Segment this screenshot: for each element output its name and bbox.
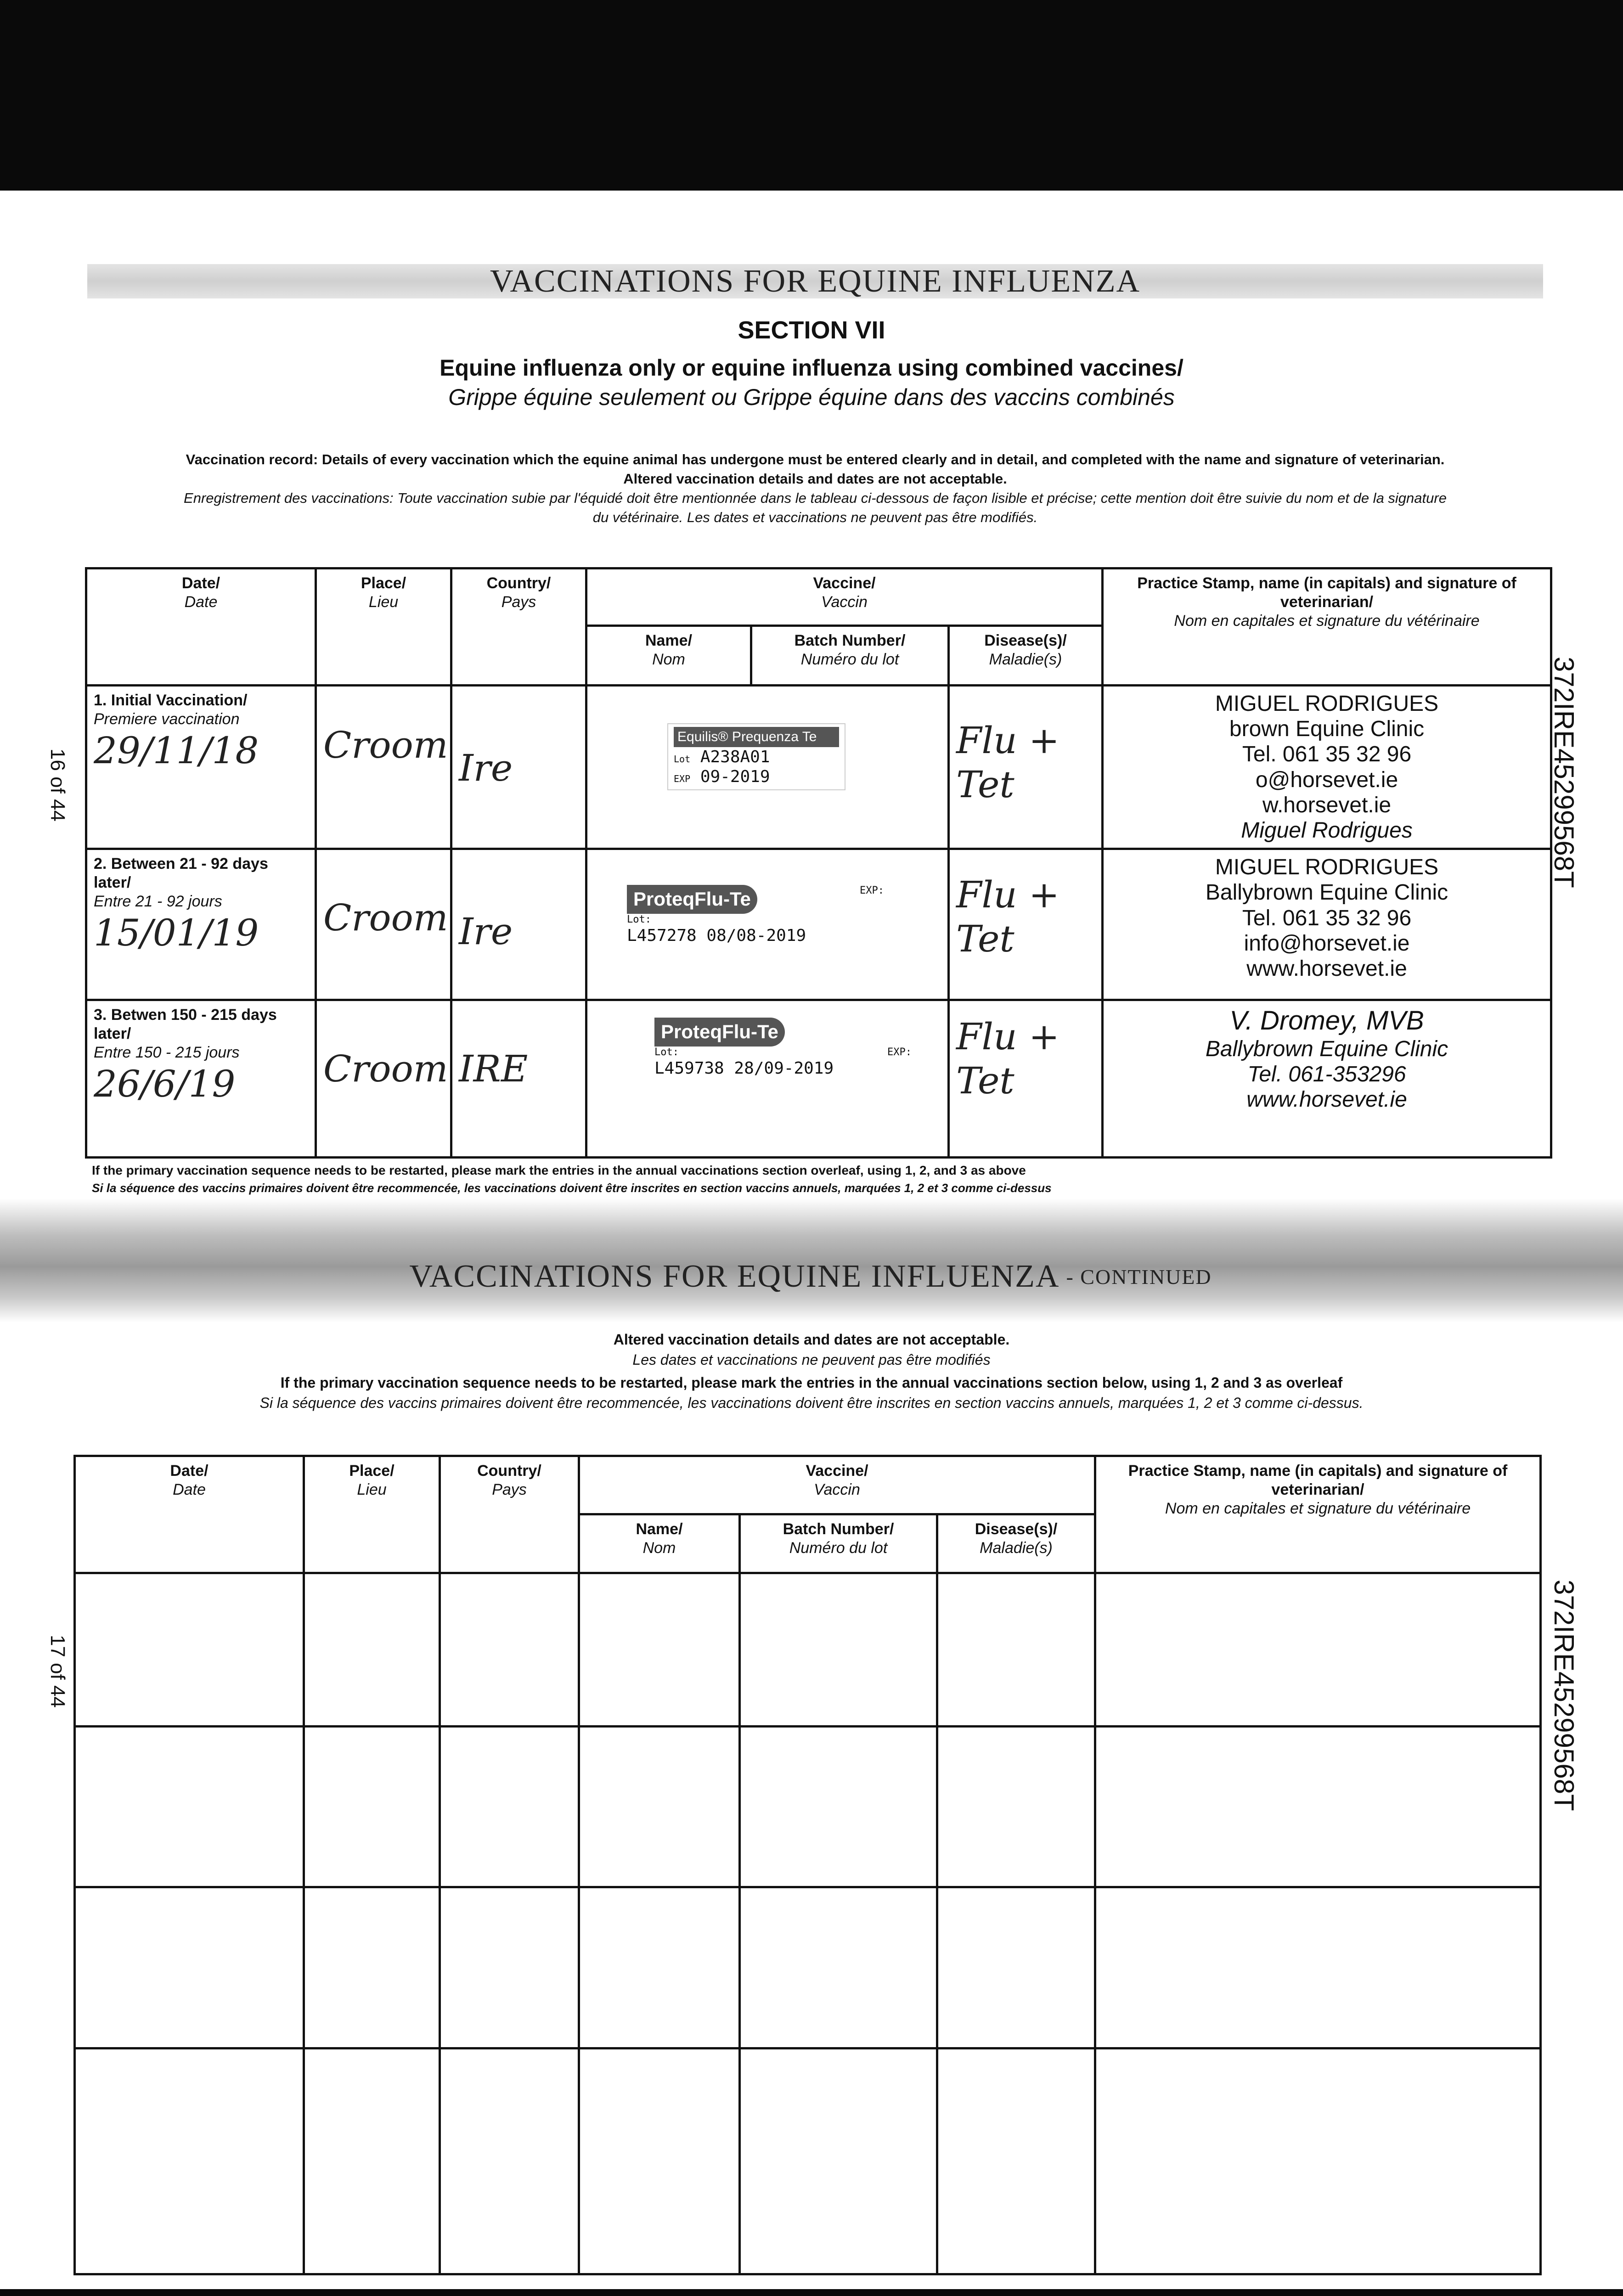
header-place: Place/Lieu: [303, 1455, 441, 1574]
country-cell: Ire: [450, 848, 587, 1002]
instructions-en-1: Vaccination record: Details of every vac…: [186, 451, 1445, 467]
instructions-fr-2: du vétérinaire. Les dates et vaccination…: [592, 509, 1038, 525]
country-cell: IRE: [450, 999, 587, 1159]
page2-instructions: Altered vaccination details and dates ar…: [0, 1329, 1623, 1413]
country-cell: Ire: [450, 684, 587, 850]
page2-heading: VACCINATIONS FOR EQUINE INFLUENZA - CONTI…: [83, 1258, 1538, 1295]
instructions-fr-1: Enregistrement des vaccinations: Toute v…: [184, 490, 1447, 506]
serial-number: 372IRE45299568T: [1549, 1580, 1579, 1811]
vaccine-sticker-cell: ProteqFlu-Te Lot: EXP: L459738 28/09-2019: [585, 999, 950, 1159]
header-vaccine: Vaccine/Vaccin: [585, 567, 1104, 627]
disease-cell: Flu + Tet: [947, 999, 1104, 1159]
vet-stamp: V. Dromey, MVB Ballybrown Equine Clinic Te…: [1101, 999, 1553, 1159]
header-batch: Batch Number/Numéro du lot: [750, 625, 950, 687]
header-country: Country/Pays: [439, 1455, 580, 1574]
header-country: Country/Pays: [450, 567, 587, 687]
table-row: 2. Between 21 - 92 days later/Entre 21 -…: [85, 848, 1553, 1002]
table-row-empty: [73, 1886, 1542, 2049]
disease-cell: Flu + Tet: [947, 848, 1104, 1002]
row-label-date: 3. Betwen 150 - 215 days later/Entre 150…: [85, 999, 317, 1159]
date-value: 29/11/18: [94, 729, 259, 772]
restart-en: If the primary vaccination sequence need…: [280, 1374, 1343, 1391]
footnote: If the primary vaccination sequence need…: [92, 1162, 1052, 1197]
header-vaccine: Vaccine/Vaccin: [577, 1455, 1097, 1515]
place-cell: Croom: [315, 848, 452, 1002]
row-label-date: 1. Initial Vaccination/Premiere vaccinat…: [85, 684, 317, 850]
header-stamp: Practice Stamp, name (in capitals) and s…: [1094, 1455, 1542, 1574]
footnote-fr: Si la séquence des vaccins primaires doi…: [92, 1181, 1052, 1195]
table-row: 3. Betwen 150 - 215 days later/Entre 150…: [85, 999, 1553, 1159]
heading-text: VACCINATIONS FOR EQUINE INFLUENZA: [490, 263, 1141, 299]
section-title: SECTION VII: [738, 316, 885, 344]
row-label-date: 2. Between 21 - 92 days later/Entre 21 -…: [85, 848, 317, 1002]
subtitle-en: Equine influenza only or equine influenz…: [440, 355, 1183, 381]
heading-suffix: - CONTINUED: [1066, 1265, 1212, 1289]
vet-stamp: MIGUEL RODRIGUES Ballybrown Equine Clinic…: [1101, 848, 1553, 1002]
date-value: 15/01/19: [94, 911, 259, 954]
scan-fold-shadow: [0, 1199, 1623, 1322]
vaccination-table-continued: Date/Date Place/Lieu Country/Pays Vaccin…: [73, 1455, 1542, 2275]
vet-stamp: MIGUEL RODRIGUES brown Equine Clinic Tel. …: [1101, 684, 1553, 850]
date-value: 26/6/19: [94, 1062, 236, 1105]
page-number: 17 of 44: [46, 1635, 69, 1708]
table-row: 1. Initial Vaccination/Premiere vaccinat…: [85, 684, 1553, 850]
scan-black-band-top: [0, 0, 1623, 191]
header-stamp: Practice Stamp, name (in capitals) and s…: [1101, 567, 1553, 687]
instructions: Vaccination record: Details of every vac…: [87, 450, 1543, 527]
place-cell: Croom: [315, 999, 452, 1159]
scan-black-band-bottom: [0, 2289, 1623, 2296]
page1-heading: VACCINATIONS FOR EQUINE INFLUENZA: [87, 263, 1543, 299]
table-row-empty: [73, 2047, 1542, 2275]
serial-number: 372IRE45299568T: [1549, 657, 1579, 888]
header-name: Name/Nom: [585, 625, 752, 687]
table-row-empty: [73, 1572, 1542, 1728]
header-disease: Disease(s)/Maladie(s): [935, 1513, 1097, 1574]
vaccination-table-primary: Date/Date Place/Lieu Country/Pays Vaccin…: [85, 567, 1553, 1159]
restart-fr: Si la séquence des vaccins primaires doi…: [259, 1395, 1364, 1411]
vaccine-sticker: Equilis® Prequenza Te Lot A238A01 EXP 09…: [667, 723, 845, 791]
header-name: Name/Nom: [578, 1513, 741, 1574]
altered-fr: Les dates et vaccinations ne peuvent pas…: [632, 1351, 991, 1368]
vaccine-sticker-cell: ProteqFlu-Te EXP: Lot: L457278 08/08-201…: [585, 848, 950, 1002]
place-cell: Croom: [315, 684, 452, 850]
header-place: Place/Lieu: [315, 567, 452, 687]
disease-cell: Flu + Tet: [947, 684, 1104, 850]
vaccine-sticker: ProteqFlu-Te Lot: EXP: L459738 28/09-2019: [649, 1015, 917, 1081]
table-row-empty: [73, 1725, 1542, 1888]
header-disease: Disease(s)/Maladie(s): [947, 625, 1104, 687]
instructions-en-2: Altered vaccination details and dates ar…: [623, 471, 1007, 487]
subtitle-fr: Grippe équine seulement ou Grippe équine…: [448, 384, 1175, 410]
heading-text: VACCINATIONS FOR EQUINE INFLUENZA: [409, 1259, 1060, 1294]
vaccine-sticker-cell: Equilis® Prequenza Te Lot A238A01 EXP 09…: [585, 684, 950, 850]
altered-en: Altered vaccination details and dates ar…: [613, 1331, 1010, 1348]
header-date: Date/Date: [73, 1455, 305, 1574]
page-number: 16 of 44: [46, 748, 69, 822]
vaccine-sticker: ProteqFlu-Te EXP: Lot: L457278 08/08-201…: [621, 882, 890, 949]
header-date: Date/Date: [85, 567, 317, 687]
footnote-en: If the primary vaccination sequence need…: [92, 1163, 1026, 1177]
header-batch: Batch Number/Numéro du lot: [738, 1513, 938, 1574]
